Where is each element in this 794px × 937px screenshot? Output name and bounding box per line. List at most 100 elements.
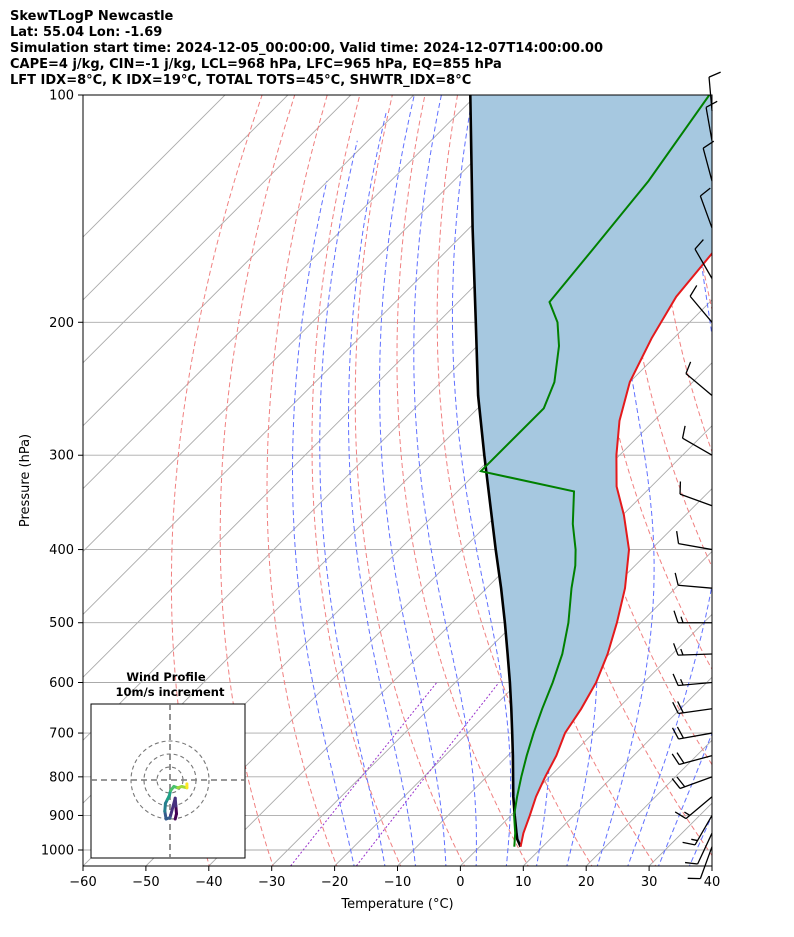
x-tick-label: 40 [704, 875, 721, 890]
wind-barb-flag [676, 752, 685, 764]
wind-barb [676, 531, 713, 551]
dry-adiabat [436, 95, 593, 866]
wind-barb-flag [682, 841, 696, 846]
wind-barb-half [680, 616, 684, 623]
wind-barb [682, 815, 713, 846]
wind-barb [694, 239, 713, 279]
y-tick-label: 300 [49, 449, 74, 464]
wind-barb-flag [673, 610, 679, 623]
wind-barb-staff [694, 815, 713, 846]
x-tick-label: 30 [641, 875, 658, 890]
mixing-ratio-line [355, 682, 500, 866]
wind-barb [699, 187, 713, 229]
cape-area [470, 95, 712, 847]
wind-barb-half [684, 811, 691, 816]
wind-barb-flag [681, 425, 686, 439]
wind-barb-flag [685, 361, 692, 374]
isotherm-line [585, 739, 712, 866]
wind-barb [681, 425, 713, 456]
hodograph-title: Wind Profile [126, 670, 206, 684]
isotherm-line [333, 487, 712, 866]
hodograph-inset [90, 703, 246, 859]
y-axis-label: Pressure (hPa) [18, 434, 33, 527]
y-tick-label: 400 [49, 543, 74, 558]
wind-barb-staff [678, 732, 713, 740]
wind-barb [673, 610, 712, 624]
x-axis-label: Temperature (°C) [340, 897, 453, 912]
wind-barb-staff [678, 584, 713, 589]
hodograph-clip-group [91, 704, 245, 858]
y-tick-label: 900 [49, 809, 74, 824]
wind-barb [708, 71, 721, 112]
x-tick-label: −30 [258, 875, 285, 890]
mixing-ratio-line [289, 682, 438, 866]
wind-barb-flag [672, 643, 679, 656]
y-tick-label: 600 [49, 676, 74, 691]
wind-barb-flag [677, 701, 684, 714]
moist-adiabat [379, 95, 447, 866]
moist-adiabat [413, 95, 477, 866]
wind-barb [687, 846, 713, 880]
moist-adiabat [596, 95, 655, 866]
dry-adiabat [219, 95, 296, 866]
wind-barb-staff [702, 148, 713, 182]
wind-barb-staff [678, 543, 713, 551]
wind-barb-flag [689, 285, 698, 297]
y-tick-label: 500 [49, 616, 74, 631]
wind-barb-flag [671, 778, 681, 789]
moist-adiabat [319, 140, 386, 866]
wind-barb-flag [702, 140, 715, 149]
isotherm-line [83, 95, 415, 427]
wind-barb-half [691, 838, 698, 842]
dry-adiabat [354, 95, 466, 866]
dewpoint-line [478, 95, 711, 847]
wind-barb-flag [671, 753, 680, 765]
dry-adiabat [751, 95, 794, 869]
wind-barb-flag [694, 239, 704, 250]
plot-area [83, 61, 794, 882]
y-tick-label: 800 [49, 770, 74, 785]
y-tick-label: 1000 [41, 844, 74, 859]
title-times: Simulation start time: 2024-12-05_00:00:… [10, 41, 603, 56]
hodograph-trace-segment [168, 796, 177, 820]
wind-barb-half [679, 678, 684, 686]
x-tick-label: −60 [69, 875, 96, 890]
wind-barb [674, 572, 713, 589]
wind-barb-staff [679, 493, 713, 507]
wind-barb-flag [699, 187, 711, 197]
dry-adiabat [652, 95, 712, 454]
x-tick-label: 0 [456, 875, 464, 890]
dry-adiabat [311, 95, 402, 866]
isotherm-line [83, 95, 352, 364]
moist-adiabat [719, 78, 794, 869]
wind-barb [671, 726, 713, 740]
wind-barb-flag [708, 71, 721, 78]
hodograph-subtitle: 10m/s increment [116, 685, 225, 699]
wind-barb-flag [684, 861, 698, 865]
wind-barb-staff [694, 248, 713, 279]
moist-adiabat [627, 95, 712, 866]
wind-barb-staff [697, 832, 713, 865]
moist-adiabat [292, 180, 355, 866]
isotherm-line [83, 95, 478, 490]
wind-barb-staff [679, 776, 713, 790]
wind-barb-flag [676, 726, 685, 739]
x-tick-label: 10 [515, 875, 532, 890]
title-station: SkewTLogP Newcastle [10, 9, 174, 24]
y-tick-label: 700 [49, 727, 74, 742]
temperature-line [519, 251, 712, 847]
x-tick-label: 20 [578, 875, 595, 890]
wind-barb-staff [678, 681, 713, 687]
isotherm-line [760, 61, 794, 882]
wind-barb-staff [678, 755, 713, 766]
y-tick-label: 200 [49, 316, 74, 331]
wind-barb [672, 643, 713, 656]
wind-barb-flag [676, 776, 686, 788]
isotherm-line [83, 95, 541, 553]
isotherm-line [459, 613, 712, 866]
wind-barb-staff [699, 846, 713, 879]
title-indices-line: LFT IDX=8°C, K IDX=19°C, TOTAL TOTS=45°C… [10, 73, 472, 88]
wind-barb-flag [672, 673, 679, 686]
dry-adiabat [783, 95, 794, 869]
